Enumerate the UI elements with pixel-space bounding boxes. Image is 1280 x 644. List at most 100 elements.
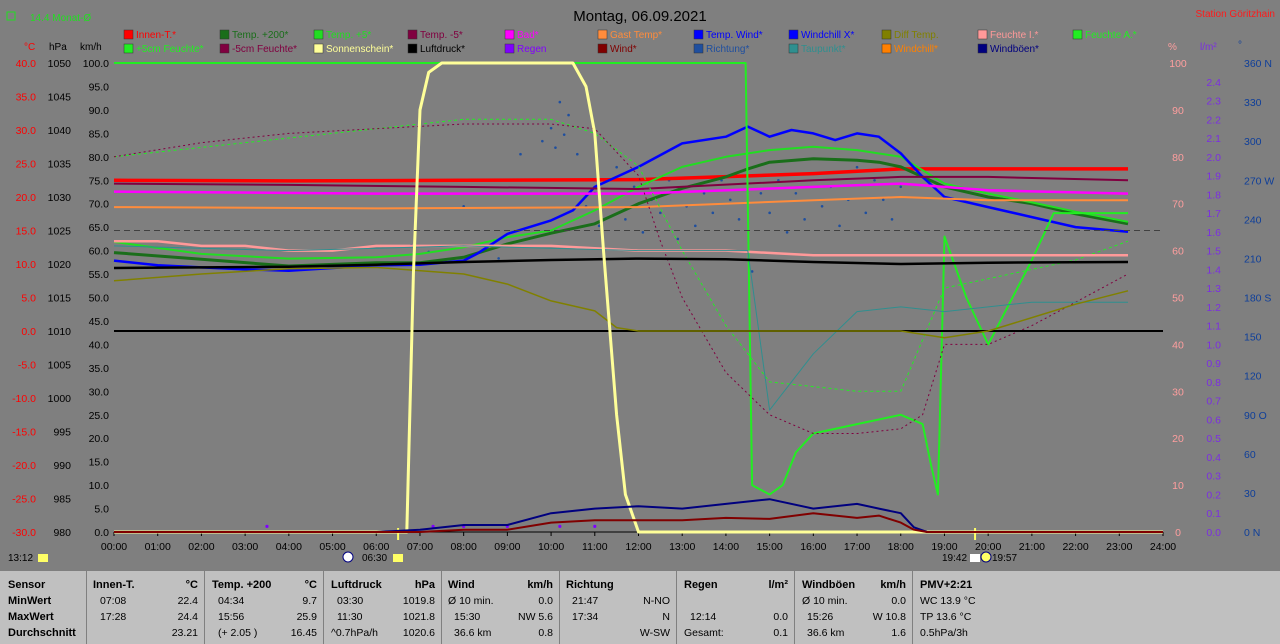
luftdruck-avg-value: 1020.6 xyxy=(402,627,435,639)
direction-point xyxy=(541,139,544,143)
row-label-max: MaxWert xyxy=(8,611,54,623)
table-col-innen: Innen-T. °C 07:08 22.4 17:28 24.4 23.21 xyxy=(87,571,205,644)
direction-point xyxy=(750,270,754,273)
rain-tick-label: 1.9 xyxy=(1206,171,1221,183)
temp-tick-label: -25.0 xyxy=(12,494,36,506)
pressure-tick-label: 1030 xyxy=(48,192,72,204)
richtung-avg-value: W-SW xyxy=(639,627,670,639)
temp200-avg-value: 16.45 xyxy=(290,627,317,639)
rain-tick-label: 0.5 xyxy=(1206,433,1221,445)
x-tick-label: 16:00 xyxy=(800,541,826,553)
temp200-trend: (+ 2.05 ) xyxy=(218,627,258,639)
direction-point xyxy=(777,178,780,182)
rain-tick-label: 0.1 xyxy=(1206,508,1221,520)
pressure-tick-label: 1050 xyxy=(48,58,72,70)
speed-tick-label: 55.0 xyxy=(89,269,110,281)
speed-tick-label: 65.0 xyxy=(89,222,110,234)
speed-tick-label: 95.0 xyxy=(89,81,110,93)
sunrise-icon xyxy=(393,554,403,562)
direction-point xyxy=(659,211,662,215)
speed-tick-label: 45.0 xyxy=(89,316,110,328)
direction-point xyxy=(558,100,562,104)
rain-point xyxy=(593,524,597,528)
direction-point xyxy=(838,224,841,228)
legend-label: Windchill X* xyxy=(801,30,854,41)
table-col-luftdruck: Luftdruck hPa 03:30 1019.8 11:30 1021.8 … xyxy=(324,571,442,644)
direction-point xyxy=(676,237,680,241)
series-line xyxy=(113,196,1128,210)
humidity-tick-label: 0 xyxy=(1175,527,1181,539)
legend-swatch xyxy=(219,43,230,54)
x-tick-label: 06:00 xyxy=(363,541,389,553)
legend-swatch xyxy=(504,29,515,40)
temp-tick-label: -15.0 xyxy=(12,427,36,439)
direction-point xyxy=(597,224,601,228)
row-label-min: MinWert xyxy=(8,595,52,607)
pmv-windchill: WC 13.9 °C xyxy=(920,595,976,607)
axis-unit-celsius: °C xyxy=(24,42,35,53)
windboeen-unit: km/h xyxy=(880,579,906,591)
weather-chart: Montag, 06.09.2021 Station Göritzhain 14.4… xyxy=(6,8,1276,564)
legend-swatch xyxy=(693,43,704,54)
richtung-min-value: N-NO xyxy=(643,595,670,607)
pressure-tick-label: 990 xyxy=(53,460,71,472)
direction-point xyxy=(794,191,798,195)
series-line xyxy=(114,498,1163,533)
windboeen-distance: 36.6 km xyxy=(807,627,845,639)
direction-point xyxy=(785,231,789,234)
direction-point xyxy=(615,165,618,169)
sunset2-label: 19:57 xyxy=(992,553,1017,564)
direction-point xyxy=(820,205,824,208)
legend-swatch xyxy=(881,29,892,40)
windboeen-max-value: W 10.8 xyxy=(872,611,906,623)
luftdruck-min-value: 1019.8 xyxy=(402,595,435,607)
axis-unit-percent: % xyxy=(1168,42,1177,53)
monat-legend-box xyxy=(6,11,16,21)
speed-tick-label: 100.0 xyxy=(83,58,109,70)
windboeen-max-time: 15:26 xyxy=(807,611,834,623)
legend-swatch xyxy=(597,43,608,54)
speed-tick-label: 85.0 xyxy=(89,128,110,140)
table-col-temp200: Temp. +200 °C 04:34 9.7 15:56 25.9 (+ 2.… xyxy=(205,571,324,644)
direction-point xyxy=(497,257,500,260)
temp200-header: Temp. +200 xyxy=(212,579,272,591)
station-name: Station Göritzhain xyxy=(1196,9,1276,20)
rain-tick-label: 1.0 xyxy=(1206,339,1221,351)
x-tick-label: 17:00 xyxy=(844,541,870,553)
x-tick-label: 08:00 xyxy=(451,541,477,553)
x-tick-label: 00:00 xyxy=(101,541,127,553)
wind-max-time: 15:30 xyxy=(454,611,481,623)
legend-swatch xyxy=(407,43,418,54)
legend-swatch xyxy=(313,43,324,54)
rain-tick-label: 1.8 xyxy=(1206,189,1221,201)
legend-label: Windchill* xyxy=(894,44,938,55)
direction-point xyxy=(624,218,627,221)
wind-max-value: NW 5.6 xyxy=(517,611,553,623)
richtung-max-time: 17:34 xyxy=(572,611,599,623)
legend-label: Temp. Wind* xyxy=(706,30,763,41)
series-line xyxy=(113,145,1129,260)
temp200-max-value: 25.9 xyxy=(296,611,317,623)
direction-point xyxy=(694,224,697,228)
rain-tick-label: 0.8 xyxy=(1206,377,1221,389)
speed-tick-label: 5.0 xyxy=(94,504,109,516)
pressure-tick-label: 980 xyxy=(53,527,71,539)
direction-tick-label: 330 xyxy=(1244,97,1262,109)
axis-unit-hpa: hPa xyxy=(49,42,67,53)
pressure-tick-label: 1005 xyxy=(48,360,72,372)
humidity-tick-label: 70 xyxy=(1172,199,1184,211)
rain-point xyxy=(431,524,435,528)
speed-tick-label: 90.0 xyxy=(89,105,110,117)
rain-tick-label: 1.6 xyxy=(1206,227,1221,239)
pressure-tick-label: 1020 xyxy=(48,259,72,271)
humidity-tick-label: 100 xyxy=(1169,58,1187,70)
legend-label: Diff Temp. xyxy=(894,30,939,41)
speed-tick-label: 10.0 xyxy=(89,480,110,492)
x-tick-label: 13:00 xyxy=(669,541,695,553)
direction-point xyxy=(864,211,868,215)
x-tick-label: 04:00 xyxy=(276,541,302,553)
direction-tick-label: 240 xyxy=(1244,214,1262,226)
x-tick-label: 14:00 xyxy=(713,541,739,553)
rain-tick-label: 0.2 xyxy=(1206,489,1221,501)
legend-swatch xyxy=(881,43,892,54)
